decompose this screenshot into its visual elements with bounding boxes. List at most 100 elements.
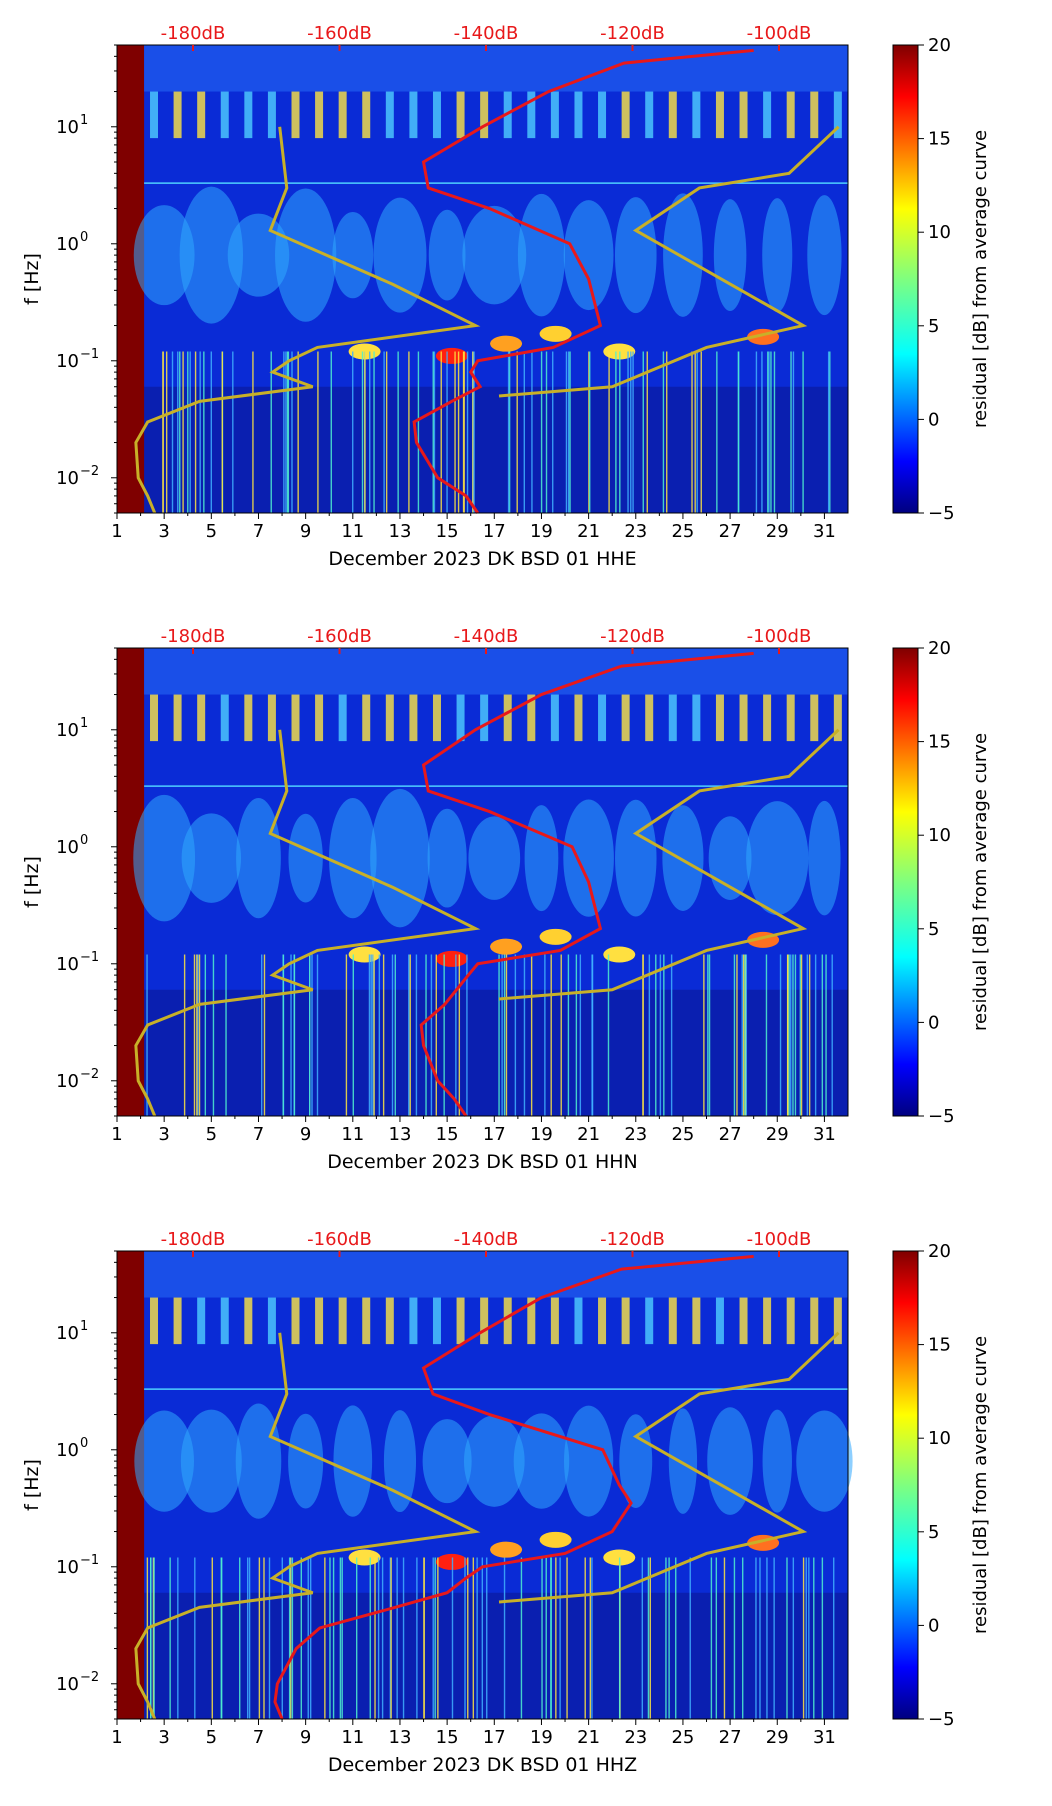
microseism-blob <box>713 199 747 312</box>
microseism-blob <box>746 801 809 916</box>
daily-noise-patch <box>574 694 583 742</box>
colorbar-label: residual [dB] from average curve <box>970 733 991 1031</box>
microseism-blob <box>275 188 337 322</box>
x-tick-label: 13 <box>389 1124 412 1145</box>
microseism-blob <box>428 209 466 301</box>
daily-noise-patch <box>267 91 276 139</box>
top-db-label: -160dB <box>307 626 372 647</box>
x-tick-label: 5 <box>206 521 217 542</box>
daily-noise-patch <box>786 694 795 742</box>
daily-noise-patch <box>456 91 465 139</box>
daily-noise-patch <box>220 91 229 139</box>
x-tick-label: 25 <box>671 521 694 542</box>
microseism-blob <box>808 800 841 916</box>
microseism-blob <box>563 200 614 311</box>
x-tick-label: 31 <box>813 521 836 542</box>
x-tick-label: 15 <box>436 521 459 542</box>
daily-noise-patch <box>645 1297 654 1345</box>
microseism-blob <box>370 788 430 928</box>
daily-noise-patch <box>833 91 842 139</box>
microseism-hotspot <box>539 325 572 342</box>
daily-noise-patch <box>267 1297 276 1345</box>
x-tick-label: 29 <box>766 1727 789 1748</box>
daily-noise-patch <box>480 1297 489 1345</box>
y-tick-exponent: −1 <box>80 347 99 362</box>
daily-noise-patch <box>668 694 677 742</box>
y-axis-label: f [Hz] <box>21 253 43 305</box>
daily-noise-patch <box>197 694 206 742</box>
x-tick-label: 5 <box>206 1124 217 1145</box>
colorbar-tick-label: 20 <box>928 35 951 56</box>
microseism-blob <box>134 1410 194 1512</box>
x-tick-label: 3 <box>158 1124 169 1145</box>
top-db-label: -120dB <box>600 626 665 647</box>
daily-noise-patch <box>291 91 300 139</box>
microseism-blob <box>236 798 281 919</box>
x-axis-label: December 2023 DK BSD 01 HHN <box>327 1151 638 1173</box>
x-tick-label: 19 <box>530 1727 553 1748</box>
microseism-blob <box>427 808 467 908</box>
x-tick-label: 7 <box>253 521 264 542</box>
x-tick-label: 25 <box>671 1124 694 1145</box>
microseism-blob <box>235 1403 282 1519</box>
microseism-blob <box>663 193 703 317</box>
top-db-label: -140dB <box>454 23 519 44</box>
x-tick-label: 19 <box>530 1124 553 1145</box>
daily-noise-patch <box>244 91 253 139</box>
x-tick-label: 21 <box>577 1727 600 1748</box>
microseism-blob <box>133 205 195 306</box>
red-average-curve <box>419 651 754 1117</box>
microseism-blob <box>807 195 842 316</box>
daily-noise-patch <box>833 694 842 742</box>
colorbar-tick-label: 15 <box>928 1335 951 1356</box>
daily-noise-patch <box>786 91 795 139</box>
microseism-blob <box>180 1409 242 1513</box>
microseism-blob <box>615 799 657 917</box>
daily-noise-patch <box>715 694 724 742</box>
x-tick-label: 23 <box>624 521 647 542</box>
x-tick-label: 17 <box>483 521 506 542</box>
daily-noise-patch <box>715 91 724 139</box>
microseism-blob <box>563 799 614 917</box>
daily-noise-patch <box>763 1297 772 1345</box>
gold-reference-curve-2 <box>498 1331 840 1604</box>
daily-noise-patch <box>220 1297 229 1345</box>
x-tick-label: 1 <box>111 1727 122 1748</box>
top-db-label: -140dB <box>454 626 519 647</box>
daily-noise-patch <box>692 694 701 742</box>
low-frequency-band <box>117 386 848 513</box>
x-tick-label: 21 <box>577 521 600 542</box>
colorbar-tick-label: 20 <box>928 638 951 659</box>
y-tick-exponent: −1 <box>80 1553 99 1568</box>
x-tick-label: 11 <box>341 1124 364 1145</box>
daily-noise-patch <box>715 1297 724 1345</box>
daily-noise-patch <box>315 694 324 742</box>
microseism-hotspot <box>435 950 468 967</box>
daily-noise-patch <box>409 1297 418 1345</box>
daily-noise-patch <box>621 694 630 742</box>
daily-noise-patch <box>456 694 465 742</box>
microseism-blob <box>614 197 657 314</box>
top-db-label: -100dB <box>747 1229 812 1250</box>
daily-noise-patch <box>432 1297 441 1345</box>
colorbar-tick-label: 10 <box>928 1428 951 1449</box>
y-tick-label: 10 <box>56 1323 79 1344</box>
microseism-hotspot <box>539 1531 572 1548</box>
daily-noise-patch <box>409 694 418 742</box>
daily-noise-patch <box>692 1297 701 1345</box>
daily-noise-patch <box>409 91 418 139</box>
daily-noise-patch <box>574 91 583 139</box>
daily-noise-patch <box>338 1297 347 1345</box>
gold-reference-curve-1 <box>134 1332 481 1720</box>
top-db-label: -140dB <box>454 1229 519 1250</box>
y-tick-exponent: −2 <box>80 1670 99 1685</box>
daily-noise-patch <box>503 1297 512 1345</box>
colorbar-tick-label: 5 <box>928 1522 939 1543</box>
daily-noise-patch <box>645 91 654 139</box>
microseism-blob <box>373 197 427 313</box>
y-axis-label: f [Hz] <box>21 856 43 908</box>
x-tick-label: 23 <box>624 1727 647 1748</box>
top-db-label: -160dB <box>307 1229 372 1250</box>
